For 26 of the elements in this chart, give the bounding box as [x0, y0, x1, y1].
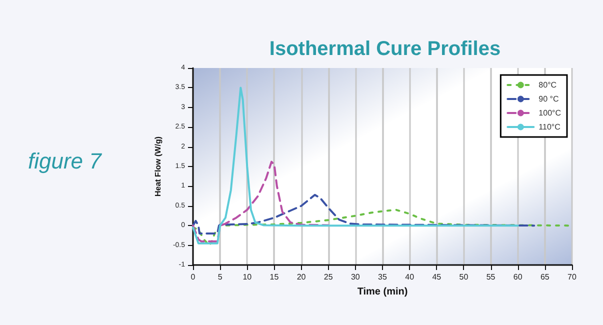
legend-label: 110°C: [538, 122, 561, 132]
legend-label: 80°C: [538, 80, 557, 90]
x-tick-label: 0: [190, 272, 196, 282]
x-tick-label: 15: [270, 272, 280, 282]
line-series: [192, 194, 536, 234]
x-tick-label: 65: [540, 272, 550, 282]
x-tick-label: 40: [405, 272, 415, 282]
x-tick-label: 10: [242, 272, 252, 282]
caption: figure 7: [28, 148, 102, 174]
x-tick-label: 45: [432, 272, 442, 282]
x-tick-label: 70: [568, 272, 577, 282]
x-axis-title: Time (min): [357, 286, 408, 298]
x-tick-label: 25: [324, 272, 334, 282]
x-tick-label: 60: [513, 272, 523, 282]
line-series: [192, 160, 330, 242]
x-tick-label: 35: [378, 272, 388, 282]
chart-title: Isothermal Cure Profiles: [269, 38, 501, 60]
x-tick-label: 5: [218, 272, 223, 282]
x-tick-label: 30: [350, 272, 360, 282]
x-tick-label: 20: [296, 272, 306, 282]
legend-label: 90 °C: [538, 94, 559, 104]
x-tick-label: 55: [486, 272, 496, 282]
y-axis-title: Heat Flow (W/g): [154, 136, 163, 196]
line-series: [192, 86, 519, 244]
legend-label: 100°C: [538, 108, 562, 118]
x-tick-label: 50: [459, 272, 469, 282]
